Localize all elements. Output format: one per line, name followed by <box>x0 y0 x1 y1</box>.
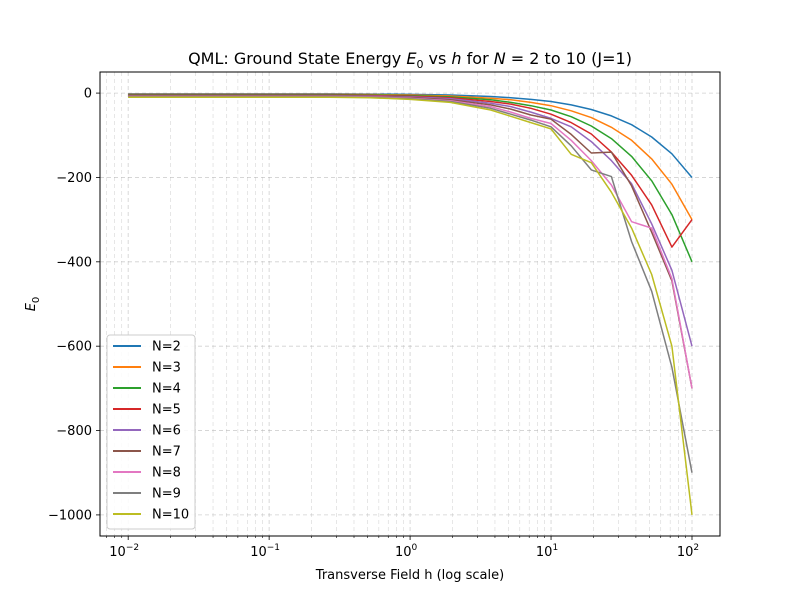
grid <box>100 72 720 536</box>
y-tick-label: −1000 <box>48 508 92 523</box>
y-tick-label: −800 <box>56 424 92 439</box>
legend-label: N=10 <box>152 508 189 523</box>
x-tick-label: 101 <box>536 543 558 560</box>
y-tick-label: −400 <box>56 255 92 270</box>
legend-label: N=9 <box>152 487 181 502</box>
chart-title: QML: Ground State Energy E0 vs h for N =… <box>188 49 632 71</box>
legend: N=2 N=3 N=4 N=5 N=6 N=7 N=8 N=9 N=10 <box>106 334 196 530</box>
legend-label: N=6 <box>152 424 181 439</box>
y-axis-label: E0 <box>24 297 42 312</box>
legend-frame <box>106 334 196 530</box>
legend-label: N=4 <box>152 382 181 397</box>
legend-label: N=2 <box>152 340 181 355</box>
legend-label: N=8 <box>152 466 181 481</box>
ticks: 10−2 10−1 100 101 102 0 −200 −400 −600 −800 −1000 <box>48 87 699 560</box>
series-line-n-10 <box>128 96 693 515</box>
x-tick-label: 10−2 <box>109 543 139 560</box>
legend-label: N=7 <box>152 445 181 460</box>
series-lines <box>128 93 693 515</box>
y-tick-label: 0 <box>84 87 92 102</box>
y-tick-label: −200 <box>56 171 92 186</box>
x-axis-label: Transverse Field h (log scale) <box>315 568 504 583</box>
y-tick-label: −600 <box>56 340 92 355</box>
legend-label: N=3 <box>152 361 181 376</box>
legend-label: N=5 <box>152 403 181 418</box>
x-tick-label: 10−1 <box>250 543 280 560</box>
x-tick-label: 100 <box>395 543 418 560</box>
x-tick-label: 102 <box>677 543 699 560</box>
